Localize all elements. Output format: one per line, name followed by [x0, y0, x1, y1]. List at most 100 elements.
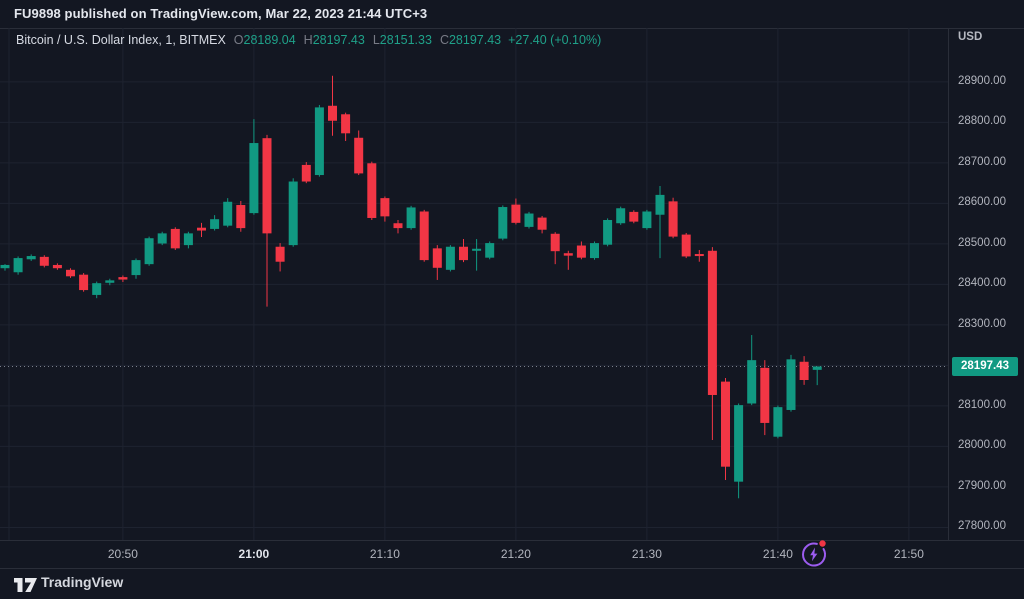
legend-open: O28189.04 — [233, 33, 296, 47]
legend-change: +27.40 (+0.10%) — [508, 33, 602, 47]
candle-body — [760, 367, 770, 423]
candle-body — [0, 264, 10, 269]
price-axis-label: 28500.00 — [958, 236, 1006, 249]
price-axis-label: 28800.00 — [958, 115, 1006, 128]
time-axis-label: 21:10 — [369, 547, 400, 561]
candle-body — [707, 250, 717, 395]
candle-body — [144, 238, 154, 265]
price-axis-label: 28400.00 — [958, 277, 1006, 290]
time-axis-label: 20:50 — [107, 547, 138, 561]
footer-bar: TradingView — [0, 568, 1024, 599]
candle-body — [694, 254, 704, 257]
legend-low: L28151.33 — [372, 33, 432, 47]
candle-body — [550, 233, 560, 252]
candle-body — [275, 246, 285, 262]
candle-body — [524, 213, 534, 227]
symbol-legend: Bitcoin / U.S. Dollar Index, 1, BITMEX O2… — [16, 33, 601, 49]
candle-body — [668, 201, 678, 237]
time-axis-label: 21:30 — [631, 547, 662, 561]
candle-body — [393, 223, 403, 229]
candle-body — [590, 243, 599, 259]
candle-body — [432, 248, 442, 268]
candle-body — [183, 233, 193, 246]
candle-body — [105, 280, 115, 283]
candle-body — [616, 208, 626, 224]
time-axis-label: 21:00 — [238, 547, 270, 561]
legend-close: C28197.43 — [439, 33, 502, 47]
candle-body — [288, 181, 298, 246]
candle-body — [197, 227, 206, 231]
candle-body — [537, 217, 547, 230]
candlestick-plot[interactable] — [0, 28, 948, 540]
legend-symbol-title[interactable]: Bitcoin / U.S. Dollar Index, 1, BITMEX — [16, 33, 226, 47]
candle-body — [157, 233, 167, 244]
candle-body — [223, 201, 233, 226]
candle-body — [681, 234, 691, 257]
candle-body — [498, 207, 508, 239]
candle-body — [210, 219, 220, 229]
candle-body — [655, 194, 665, 215]
candle-body — [563, 253, 573, 256]
candle-body — [118, 277, 128, 280]
candle-body — [236, 205, 246, 229]
candle-body — [734, 405, 744, 482]
price-axis-label: 27800.00 — [958, 520, 1006, 533]
publish-info-text: FU9898 published on TradingView.com, Mar… — [14, 6, 428, 21]
candle-body — [367, 163, 377, 218]
alert-dot — [819, 540, 826, 547]
candle-body — [380, 198, 390, 217]
candle-body — [26, 256, 36, 260]
currency-label: USD — [958, 31, 983, 43]
candle-body — [354, 137, 364, 174]
candle-body — [747, 360, 757, 404]
candle-body — [472, 248, 482, 251]
candle-body — [249, 143, 259, 214]
candle-body — [66, 269, 75, 277]
candle-body — [13, 258, 23, 273]
time-axis-label: 21:40 — [762, 547, 793, 561]
tradingview-brand-text[interactable]: TradingView — [41, 574, 124, 590]
publish-header: FU9898 published on TradingView.com, Mar… — [0, 0, 1024, 29]
price-scale[interactable]: USD 28197.43 28900.00 28800.00 28700.00 286… — [948, 28, 1024, 540]
candle-body — [576, 245, 586, 258]
candle-body — [79, 274, 89, 291]
candle-body — [262, 138, 272, 234]
candle-body — [812, 366, 822, 370]
lightning-flash-icon — [802, 540, 826, 567]
candle-body — [629, 211, 639, 222]
candle-body — [642, 211, 652, 229]
price-axis-label: 28600.00 — [958, 196, 1006, 209]
price-axis-label: 28000.00 — [958, 439, 1006, 452]
candle-body — [511, 204, 521, 223]
candle-body — [131, 260, 141, 276]
candle-body — [314, 107, 324, 176]
candle-body — [341, 114, 351, 134]
price-axis-label: 28100.00 — [958, 398, 1006, 411]
candle-body — [786, 359, 796, 410]
candle-body — [799, 361, 809, 380]
candle-body — [92, 283, 102, 295]
price-axis-label: 28300.00 — [958, 317, 1006, 330]
candle-body — [419, 211, 429, 261]
candle-body — [39, 256, 49, 266]
candle-body — [328, 105, 337, 121]
time-axis-label: 21:20 — [500, 547, 531, 561]
candle-body — [301, 164, 311, 182]
price-axis-label: 28900.00 — [958, 74, 1006, 87]
candle-body — [52, 264, 62, 269]
candle-body — [603, 220, 613, 245]
candle-body — [773, 407, 783, 437]
flash-refresh-button[interactable] — [794, 534, 834, 574]
candle-body — [721, 381, 730, 467]
chart-pane[interactable]: Bitcoin / U.S. Dollar Index, 1, BITMEX O2… — [0, 28, 948, 567]
legend-high: H28197.43 — [303, 33, 365, 47]
candle-body — [459, 246, 468, 261]
last-price-badge: 28197.43 — [952, 356, 1018, 376]
price-axis-label: 27900.00 — [958, 479, 1006, 492]
candle-body — [445, 246, 455, 270]
price-axis-label: 28700.00 — [958, 155, 1006, 168]
time-scale[interactable]: 20:50 21:00 21:10 21:20 21:30 21:40 21:50 — [0, 540, 1024, 569]
tradingview-logo-icon[interactable] — [14, 576, 40, 594]
time-axis-label: 21:50 — [893, 547, 924, 561]
